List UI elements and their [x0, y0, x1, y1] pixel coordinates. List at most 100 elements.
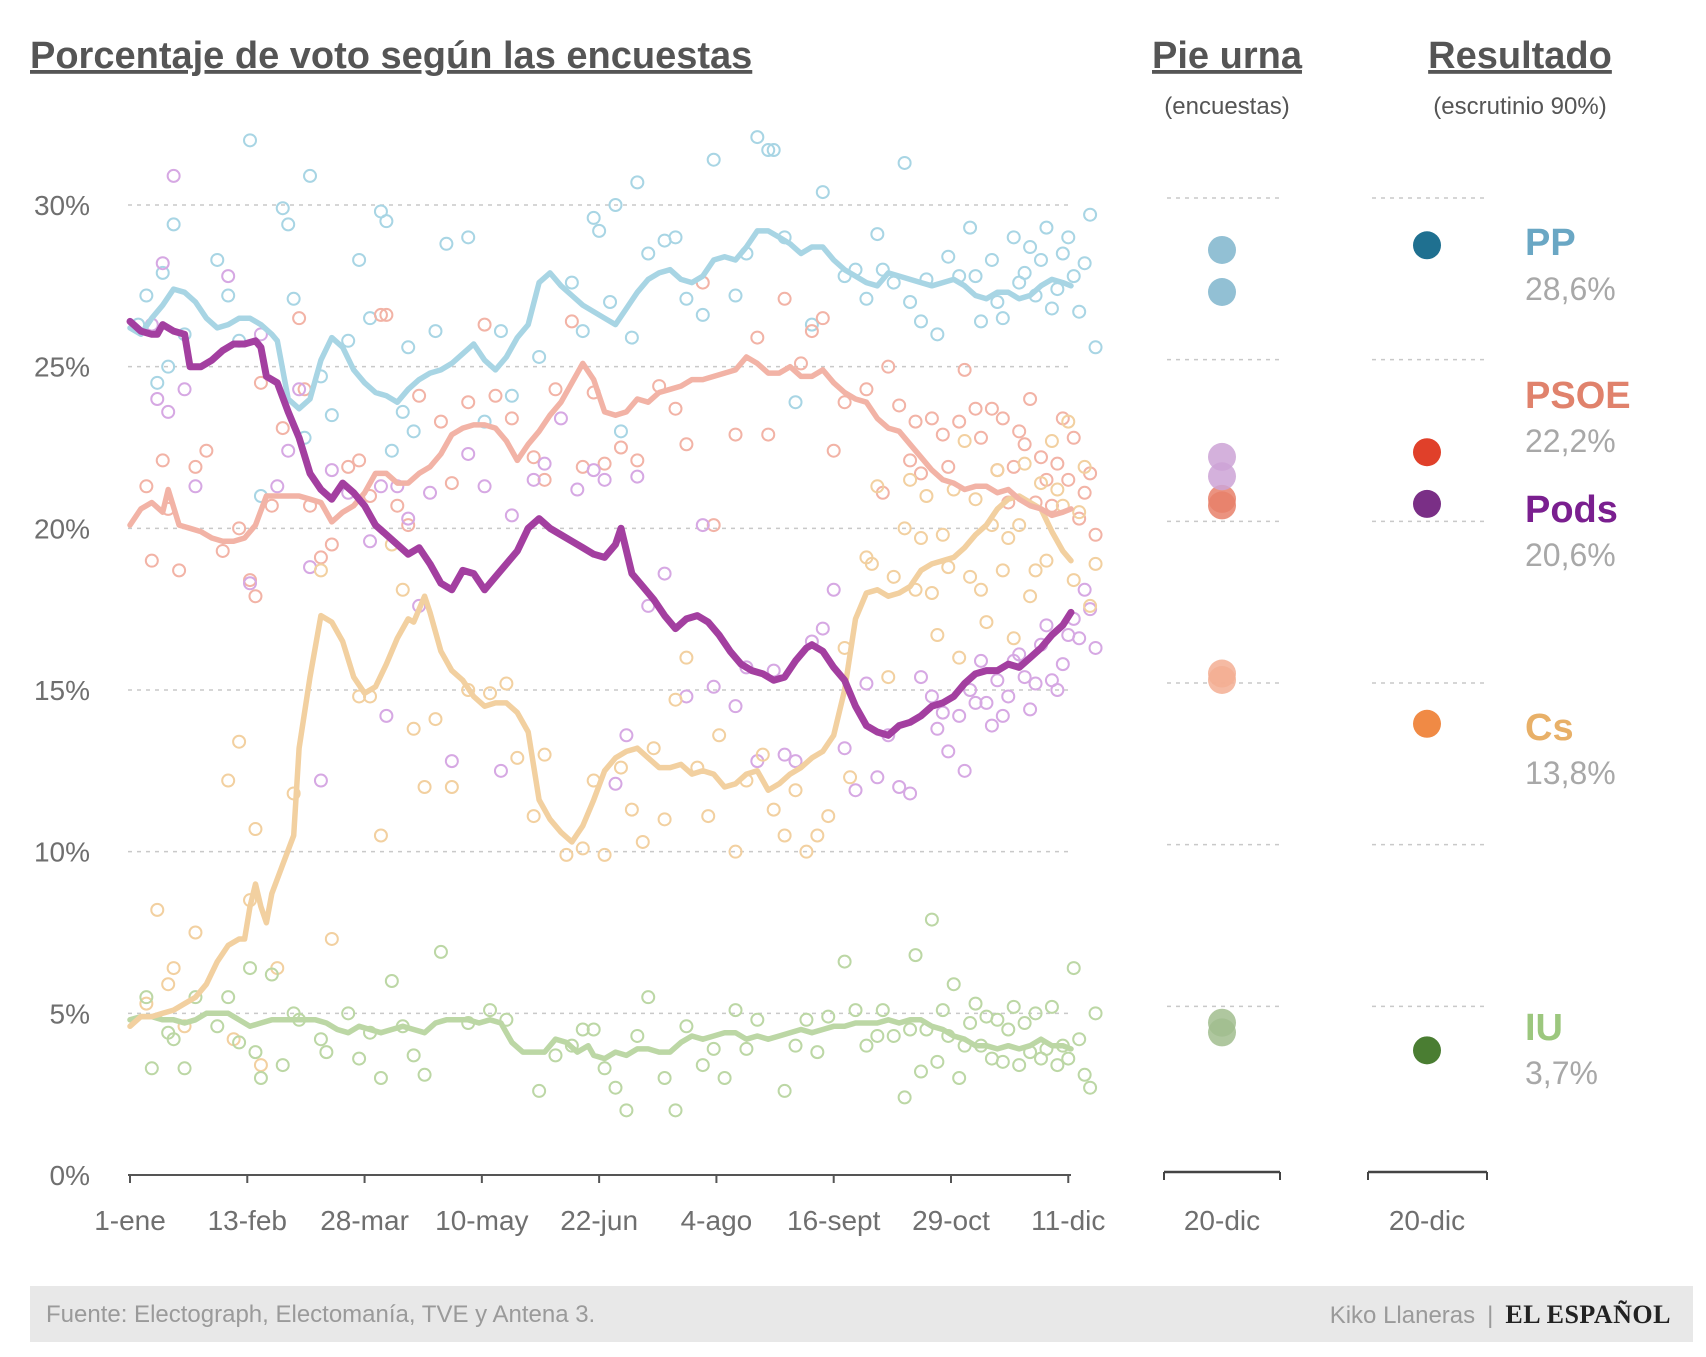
result-subtitle: (escrutinio 90%) — [1433, 93, 1606, 120]
poll-point-pp — [210, 252, 225, 267]
poll-point-cs — [1028, 563, 1043, 578]
poll-point-cs — [161, 977, 176, 992]
poll-point-pp — [641, 246, 656, 261]
poll-point-iu — [717, 1071, 732, 1085]
poll-point-pods — [706, 679, 721, 694]
poll-point-iu — [952, 1071, 967, 1085]
poll-point-pp — [815, 185, 830, 200]
poll-point-cs — [635, 834, 650, 849]
x-axis: 1-ene 13-feb 28-mar 10-may 22-jun 4-ago 16-sep… — [94, 1170, 1488, 1236]
poll-point-cs — [766, 802, 781, 817]
poll-point-psoe — [232, 521, 247, 536]
y-tick-label: 5% — [50, 998, 90, 1029]
poll-point-pods — [423, 485, 438, 500]
poll-point-psoe — [1017, 437, 1032, 452]
poll-point-psoe — [139, 479, 154, 494]
poll-point-psoe — [444, 476, 459, 491]
x-tick-label: 29-oct — [912, 1205, 990, 1236]
poll-point-pods — [608, 776, 623, 791]
party-label-cs: Cs — [1525, 707, 1574, 749]
poll-point-pp — [1055, 246, 1070, 261]
poll-point-pods — [935, 705, 950, 720]
poll-point-pp — [575, 324, 590, 339]
poll-point-iu — [406, 1048, 421, 1063]
poll-point-cs — [821, 809, 836, 824]
poll-point-psoe — [613, 440, 628, 455]
poll-point-pods — [401, 511, 416, 526]
poll-point-pp — [679, 291, 694, 306]
poll-point-pods — [870, 770, 885, 785]
poll-point-psoe — [341, 459, 356, 474]
poll-point-iu — [597, 1061, 612, 1076]
poll-point-iu — [177, 1061, 192, 1076]
poll-point-iu — [1044, 999, 1059, 1014]
poll-point-cs — [537, 747, 552, 762]
y-tick-label: 15% — [34, 675, 90, 706]
poll-point-cs — [510, 750, 525, 765]
poll-point-psoe — [881, 359, 896, 374]
poll-point-iu — [963, 1016, 978, 1031]
poll-point-pp — [630, 175, 645, 190]
poll-point-psoe — [292, 311, 307, 326]
poll-point-psoe — [188, 459, 203, 474]
poll-point-iu — [750, 1012, 765, 1027]
poll-point-iu — [1050, 1058, 1065, 1073]
poll-point-cs — [559, 847, 574, 862]
poll-point-psoe — [859, 382, 874, 397]
poll-point-psoe — [537, 472, 552, 487]
poll-point-iu — [859, 1038, 874, 1053]
poll-point-cs — [575, 841, 590, 856]
poll-point-pods — [597, 472, 612, 487]
poll-point-pp — [1061, 230, 1076, 245]
result-point-pods — [1413, 489, 1441, 518]
poll-point-psoe — [1012, 424, 1027, 439]
poll-point-iu — [532, 1083, 547, 1098]
poll-point-pp — [903, 295, 918, 309]
poll-point-psoe — [706, 518, 721, 533]
footer-brand-logo: EL ESPAÑOL — [1505, 1300, 1671, 1329]
y-tick-label: 10% — [34, 837, 90, 868]
y-tick-label: 0% — [50, 1160, 90, 1191]
poll-point-psoe — [433, 414, 448, 429]
poll-point-psoe — [564, 314, 579, 329]
footer-source: Fuente: Electograph, Electomanía, TVE y … — [46, 1301, 596, 1328]
party-label-iu: IU — [1525, 1007, 1563, 1049]
poll-point-psoe — [984, 401, 999, 416]
poll-point-pp — [1088, 340, 1103, 355]
poll-point-cs — [788, 783, 803, 798]
poll-point-pods — [461, 446, 476, 461]
pie-point-psoe — [1208, 491, 1236, 520]
poll-point-pp — [532, 349, 547, 364]
party-value-iu: 3,7% — [1525, 1055, 1598, 1091]
result-point-pp — [1413, 231, 1441, 260]
poll-point-iu — [1001, 1022, 1016, 1037]
poll-point-iu — [253, 1071, 268, 1085]
poll-point-pp — [804, 317, 819, 332]
poll-point-pp — [941, 249, 956, 264]
poll-point-cs — [963, 569, 978, 584]
poll-point-psoe — [199, 443, 214, 458]
poll-point-pp — [166, 217, 181, 232]
pie-point-pp — [1208, 235, 1236, 264]
poll-point-pp — [352, 252, 367, 267]
poll-point-psoe — [172, 563, 187, 578]
poll-point-psoe — [957, 362, 972, 377]
poll-point-pods — [253, 327, 268, 342]
poll-point-psoe — [924, 411, 939, 426]
poll-point-iu — [935, 1003, 950, 1018]
poll-point-pp — [379, 214, 394, 229]
result-tick-label: 20-dic — [1389, 1205, 1465, 1236]
poll-point-psoe — [324, 537, 339, 552]
poll-point-psoe — [750, 330, 765, 345]
poll-point-psoe — [488, 388, 503, 403]
poll-point-cs — [248, 822, 263, 837]
poll-point-psoe — [526, 450, 541, 465]
poll-point-cs — [755, 747, 770, 762]
poll-point-pp — [1017, 265, 1032, 280]
poll-point-pp — [870, 227, 885, 242]
poll-point-cs — [395, 582, 410, 597]
party-label-psoe: PSOE — [1525, 375, 1631, 417]
poll-point-cs — [1072, 505, 1087, 520]
poll-point-iu — [232, 1035, 247, 1050]
poll-point-iu — [903, 1022, 918, 1037]
